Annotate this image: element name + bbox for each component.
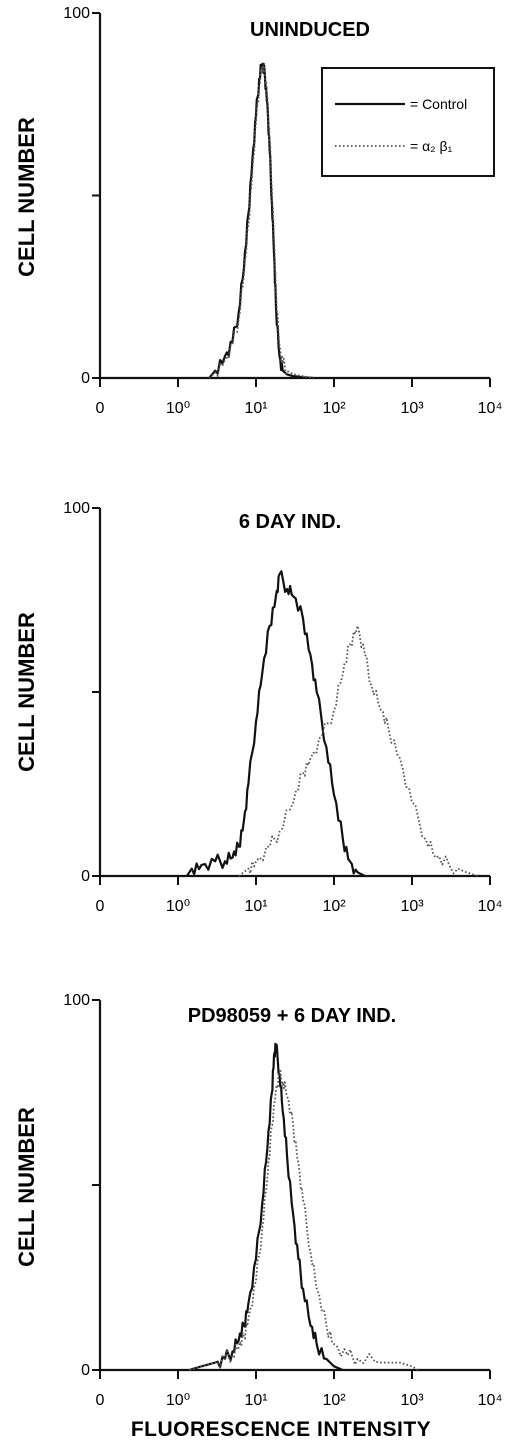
x-tick-label: 0 <box>96 400 105 417</box>
panel-uninduced: UNINDUCED CELL NUMBER = Control = α₂ β₁ … <box>14 5 502 417</box>
x-tick-label: 10² <box>322 1392 346 1409</box>
legend-control-label: = Control <box>410 96 467 112</box>
y-tick-label: 100 <box>63 992 90 1009</box>
x-tick-label: 10⁰ <box>166 898 190 915</box>
x-tick-label: 0 <box>96 898 105 915</box>
y-tick-label: 0 <box>81 1362 90 1379</box>
y-axis-label: CELL NUMBER <box>14 612 39 772</box>
y-tick-label: 0 <box>81 370 90 387</box>
panel-6-day-ind: 6 DAY IND. CELL NUMBER 0 100 0 10⁰ 10¹ 10² 10³… <box>14 500 502 915</box>
series-line-a2b1 <box>238 624 479 877</box>
x-tick-label: 10⁴ <box>478 400 503 417</box>
x-axis-label: FLUORESCENCE INTENSITY <box>131 1418 431 1441</box>
series-line-control <box>189 1042 344 1372</box>
x-tick-label: 10³ <box>400 1392 424 1409</box>
x-tick-label: 10¹ <box>244 898 267 915</box>
legend-box <box>321 67 495 177</box>
chart-title: 6 DAY IND. <box>239 511 341 533</box>
chart-title: UNINDUCED <box>250 19 370 41</box>
y-axis-label: CELL NUMBER <box>14 117 39 277</box>
x-tick-label: 10⁴ <box>478 898 503 915</box>
series-line-control <box>208 62 314 380</box>
y-axis-label: CELL NUMBER <box>14 1107 39 1267</box>
x-tick-label: 10⁰ <box>166 1392 190 1409</box>
x-tick-label: 10⁰ <box>166 400 190 417</box>
series-line-a2b1 <box>189 1068 419 1371</box>
legend: = Control = α₂ β₁ <box>321 67 495 177</box>
x-tick-label: 10³ <box>400 898 424 915</box>
legend-a2b1-label: = α₂ β₁ <box>410 138 453 154</box>
x-tick-label: 10² <box>322 400 346 417</box>
panel-pd98059-6-day-ind: PD98059 + 6 DAY IND. CELL NUMBER FLUORES… <box>14 992 502 1441</box>
y-tick-label: 100 <box>63 5 90 22</box>
y-tick-label: 0 <box>81 868 90 885</box>
chart-title: PD98059 + 6 DAY IND. <box>188 1005 396 1027</box>
series-line-a2b1 <box>208 63 314 379</box>
y-tick-label: 100 <box>63 500 90 517</box>
x-tick-label: 10¹ <box>244 400 267 417</box>
x-tick-label: 10¹ <box>244 1392 267 1409</box>
x-tick-label: 10³ <box>400 400 424 417</box>
series-line-control <box>185 570 366 877</box>
x-tick-label: 10² <box>322 898 346 915</box>
x-tick-label: 0 <box>96 1392 105 1409</box>
x-tick-label: 10⁴ <box>478 1392 503 1409</box>
